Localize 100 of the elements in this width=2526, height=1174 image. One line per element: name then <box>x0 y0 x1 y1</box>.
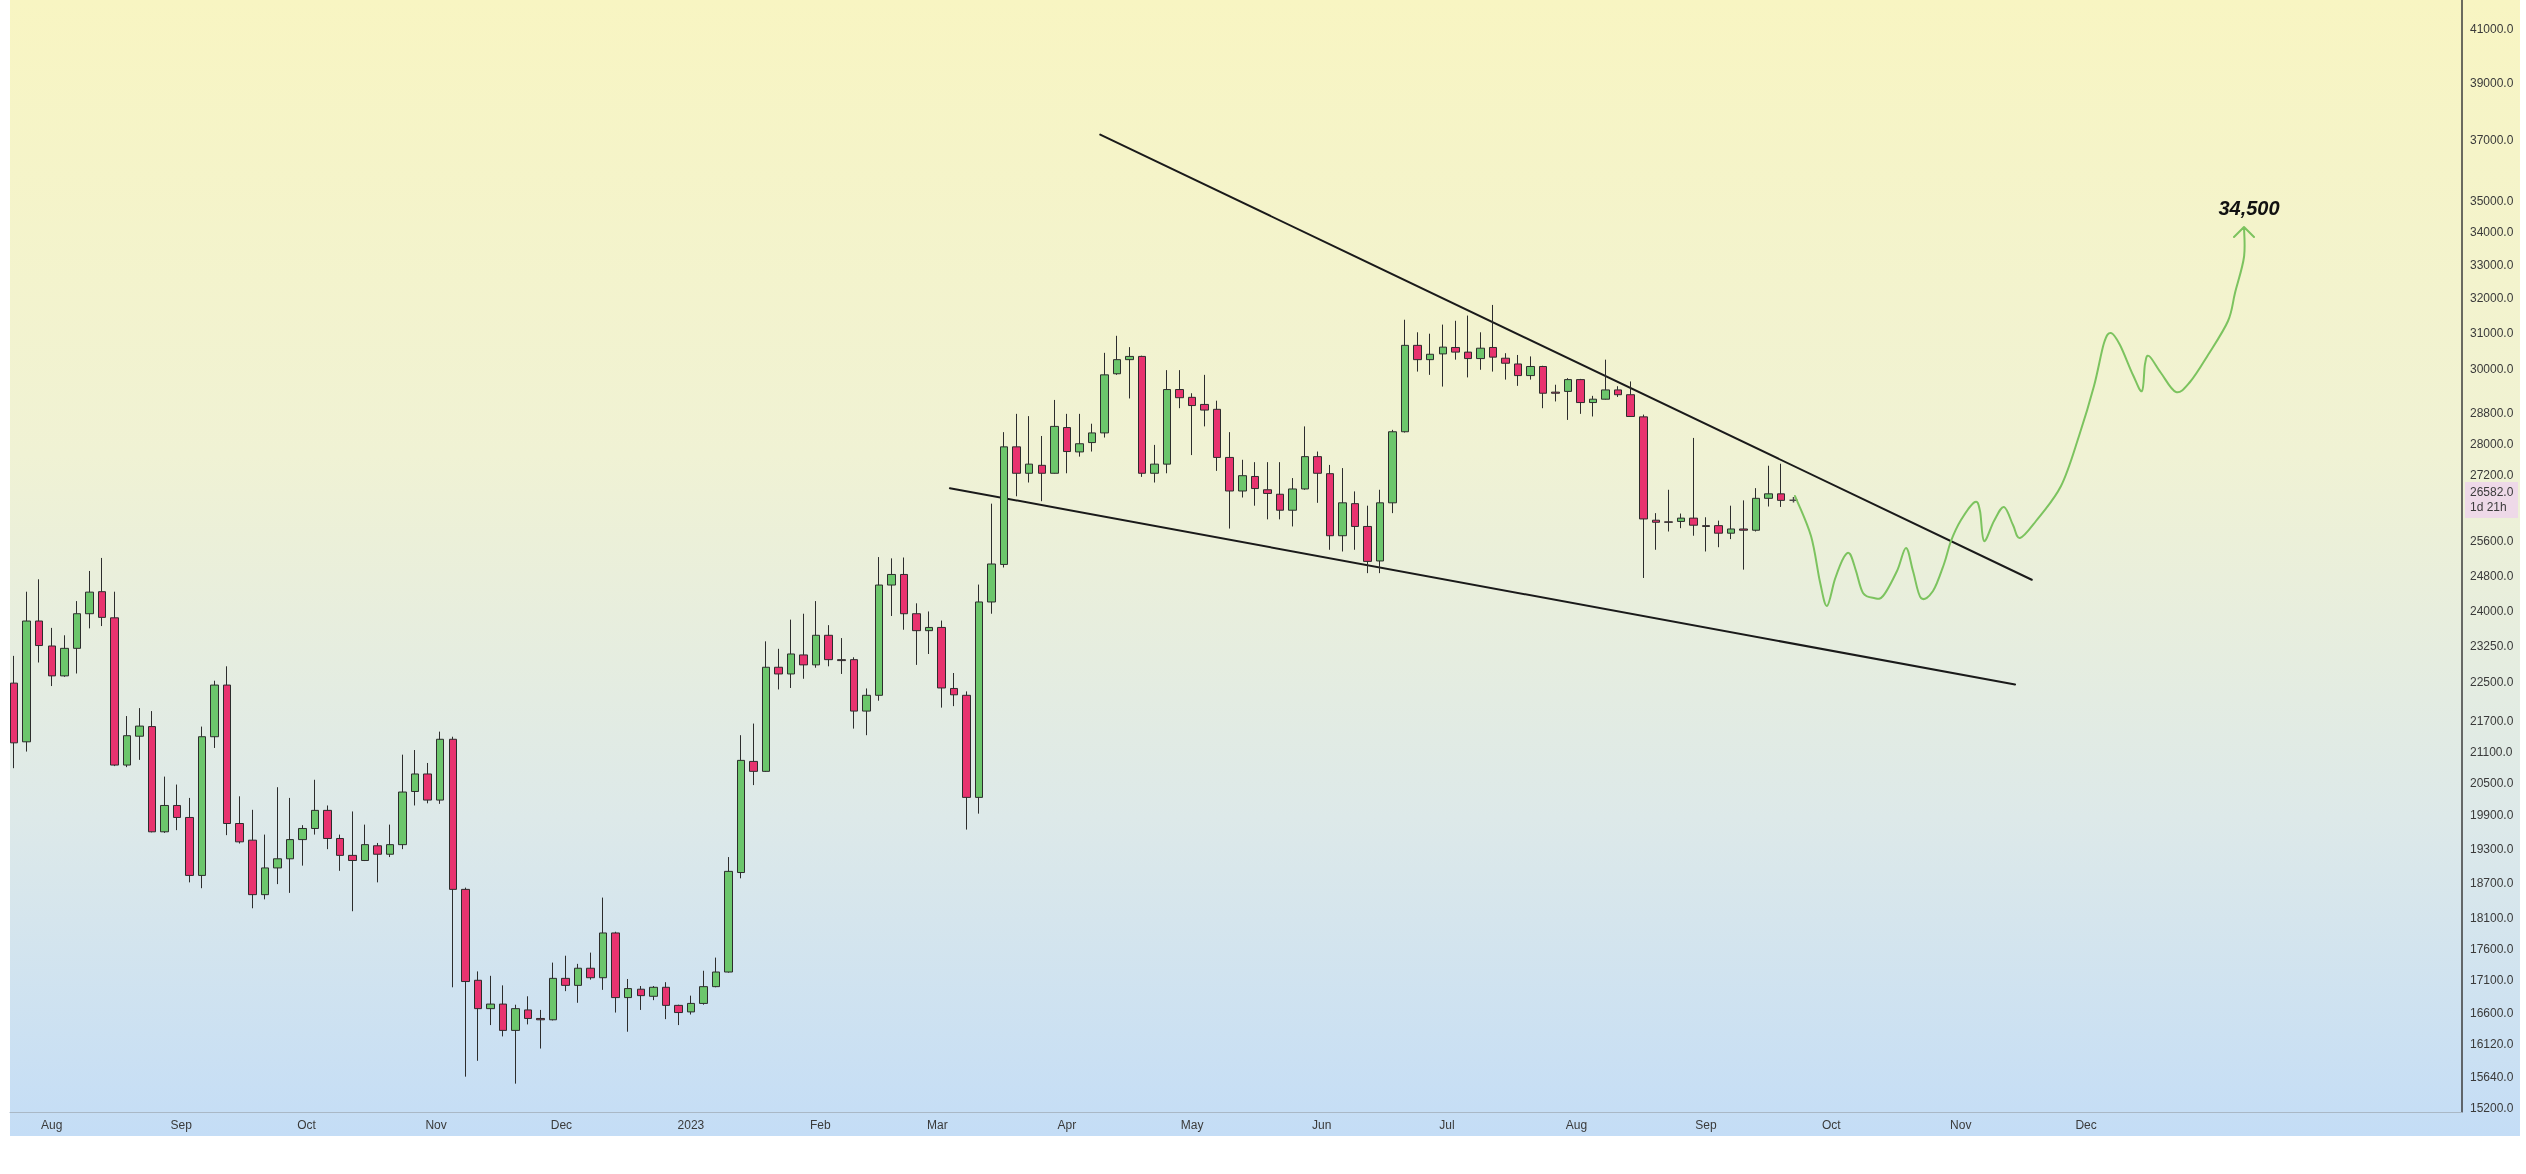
candlestick <box>737 734 745 879</box>
y-tick-label: 21700.0 <box>2470 714 2514 729</box>
candlestick <box>449 736 457 988</box>
candlestick <box>235 795 244 845</box>
y-tick-label: 19900.0 <box>2470 808 2514 823</box>
candlestick <box>173 784 181 831</box>
y-tick-label: 19300.0 <box>2470 841 2514 856</box>
candlestick <box>1426 333 1434 376</box>
candlestick <box>1639 414 1648 579</box>
candlestick <box>712 957 720 988</box>
candlestick <box>962 690 971 831</box>
candlestick <box>261 834 269 900</box>
candlestick <box>1476 331 1485 371</box>
x-tick-label: Sep <box>170 1118 193 1132</box>
candlestick <box>323 804 332 850</box>
candlestick <box>336 834 344 872</box>
candlestick <box>724 856 733 974</box>
x-tick-label: Aug <box>41 1118 63 1132</box>
candlestick <box>48 627 56 687</box>
candlestick <box>925 610 933 655</box>
y-tick-label: 20500.0 <box>2470 775 2514 790</box>
candlestick <box>1188 392 1196 456</box>
candlestick <box>1138 355 1146 478</box>
candlestick <box>875 556 883 702</box>
candlestick <box>98 557 106 627</box>
candlestick <box>386 824 394 858</box>
candlestick <box>674 1004 683 1026</box>
candlestick <box>1313 451 1322 504</box>
y-tick-label: 28000.0 <box>2470 436 2514 451</box>
candlestick <box>135 707 144 761</box>
candlestick <box>662 981 670 1020</box>
candlestick <box>1652 512 1660 551</box>
y-tick-label: 23250.0 <box>2470 639 2514 653</box>
candlestick <box>1125 346 1134 399</box>
y-tick-label: 21100.0 <box>2470 744 2513 759</box>
candlestick <box>574 963 582 1004</box>
x-tick-label: Jun <box>1311 1118 1332 1132</box>
y-tick-label: 18100.0 <box>2470 911 2514 926</box>
candlestick <box>273 786 282 885</box>
candlestick <box>1626 380 1635 418</box>
candlestick <box>862 687 871 736</box>
candlestick <box>22 591 31 753</box>
candlestick <box>35 578 43 663</box>
y-tick-label: 16120.0 <box>2470 1037 2514 1052</box>
candlestick <box>411 749 419 806</box>
candlestick <box>123 715 131 768</box>
candlestick <box>787 619 795 689</box>
x-tick-label: Oct <box>1821 1118 1842 1132</box>
y-tick-label: 30000.0 <box>2470 361 2514 376</box>
candlestick <box>774 648 783 690</box>
y-tick-label: 17600.0 <box>2470 941 2514 956</box>
y-tick-label: 34000.0 <box>2470 225 2514 240</box>
x-tick-label: Nov <box>1950 1118 1972 1132</box>
candlestick <box>1338 467 1347 552</box>
y-tick-label: 15200.0 <box>2470 1101 2514 1116</box>
candlestick <box>1175 369 1184 409</box>
candlestick <box>1113 335 1121 376</box>
y-tick-label: 41000.0 <box>2470 21 2514 36</box>
candlestick <box>1351 490 1359 551</box>
candlestick <box>1263 461 1272 520</box>
y-tick-label: 24800.0 <box>2470 568 2514 583</box>
x-tick-label: Feb <box>810 1118 832 1132</box>
candlestick <box>474 970 482 1062</box>
candlestick <box>1388 429 1397 514</box>
y-tick-label: 31000.0 <box>2470 326 2514 340</box>
candlestick <box>1038 435 1046 502</box>
candlestick <box>1439 324 1447 388</box>
y-tick-label: 22500.0 <box>2470 674 2514 689</box>
y-tick-label: 28800.0 <box>2470 406 2514 421</box>
candlestick <box>1576 378 1585 415</box>
candlestick <box>298 824 307 867</box>
candlestick <box>699 970 708 1006</box>
candlestick <box>762 640 770 773</box>
candlestick <box>1000 431 1008 568</box>
candlestick <box>536 1009 545 1050</box>
candlestick <box>1401 319 1409 434</box>
candlestick <box>561 955 570 992</box>
candlestick <box>1539 365 1547 409</box>
candlestick <box>1677 513 1685 529</box>
candlestick <box>486 975 495 1026</box>
candlestick <box>361 824 369 862</box>
candlestick <box>10 655 18 769</box>
candlestick <box>549 962 557 1021</box>
candlestick <box>1489 304 1497 373</box>
candlestick <box>950 672 958 707</box>
candlestick <box>824 624 833 667</box>
y-tick-label: 16600.0 <box>2470 1005 2514 1020</box>
candlestick <box>1464 315 1472 378</box>
candlestick <box>148 710 156 833</box>
candlestick <box>185 797 194 883</box>
candlestick <box>524 995 532 1025</box>
candlestick <box>850 656 858 730</box>
candlestick <box>1363 505 1372 574</box>
candlestick <box>837 637 846 675</box>
candlestick <box>1413 331 1422 373</box>
candlestick <box>1589 395 1597 417</box>
candlestick <box>1614 385 1622 398</box>
candlestick <box>436 731 444 805</box>
candlestick <box>1714 520 1723 548</box>
candlestick <box>1025 415 1033 483</box>
